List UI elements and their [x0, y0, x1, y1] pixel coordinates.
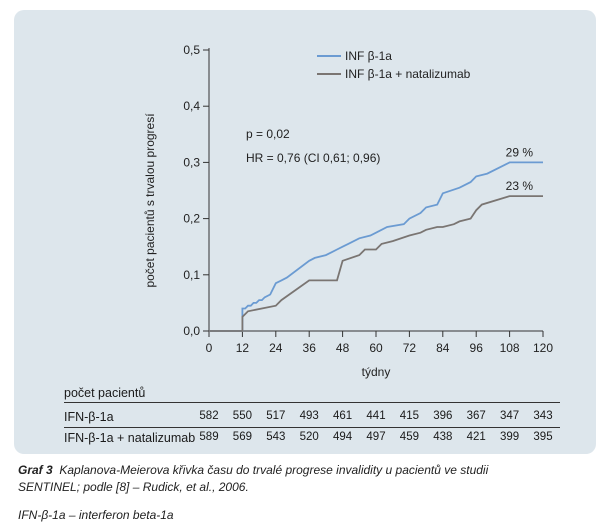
y-tick-label: 0,3 — [183, 155, 200, 169]
hazard-ratio-annotation: HR = 0,76 (CI 0,61; 0,96) — [246, 151, 380, 165]
y-tick-label: 0,0 — [183, 324, 200, 338]
legend-label: INF β-1a + natalizumab — [345, 67, 471, 81]
caption-label: Graf 3 — [18, 463, 53, 477]
abbreviation-note: IFN-β-1a – interferon beta-1a — [18, 508, 174, 522]
x-tick-label: 12 — [236, 341, 250, 355]
x-tick-label: 36 — [303, 341, 317, 355]
patients-count-cell: 367 — [466, 410, 486, 422]
x-tick-label: 72 — [403, 341, 417, 355]
patients-count-cell: 347 — [500, 410, 520, 422]
row-label: IFN-β-1a + natalizumab — [64, 431, 196, 445]
patients-count-cell: 399 — [500, 431, 520, 443]
km-chart: 0,0 0,1 0,2 0,3 0,4 0,5 0 12 24 36 48 60 72 84 96 108 12… — [143, 43, 553, 379]
x-tick-label: 108 — [500, 341, 520, 355]
table-mid-rule — [64, 427, 560, 428]
y-tick-label: 0,5 — [183, 43, 200, 57]
caption-line2: SENTINEL; podle [8] – Rudick, et al., 20… — [18, 480, 249, 494]
x-tick-label: 84 — [436, 341, 450, 355]
patients-count-cell: 396 — [433, 410, 453, 422]
patients-count-cell: 343 — [533, 410, 553, 422]
x-tick-label: 120 — [533, 341, 553, 355]
patients-count-cell: 438 — [433, 431, 453, 443]
patients-count-cell: 461 — [333, 410, 353, 422]
p-value-annotation: p = 0,02 — [246, 127, 290, 141]
x-tick-label: 96 — [470, 341, 484, 355]
patients-count-cell: 494 — [333, 431, 353, 443]
legend-label: INF β-1a — [345, 49, 392, 63]
patients-count-cell: 493 — [299, 410, 319, 422]
table-top-rule — [64, 402, 560, 403]
y-tick-label: 0,4 — [183, 99, 200, 113]
figure-caption: Graf 3 Kaplanova-Meierova křivka času do… — [18, 462, 598, 496]
y-axis-label: počet pacientů s trvalou progresí — [143, 113, 157, 288]
patients-count-cell: 589 — [199, 431, 219, 443]
patients-count-cell: 569 — [232, 431, 252, 443]
series-line-ifn-natalizumab — [209, 195, 543, 332]
x-axis-label: týdny — [362, 365, 391, 379]
patients-count-cell: 395 — [533, 431, 553, 443]
patients-count-cell: 582 — [199, 410, 219, 422]
series-line-ifn — [209, 161, 543, 332]
patients-count-cell: 421 — [466, 431, 486, 443]
row-label: IFN-β-1a — [64, 410, 114, 424]
patients-count-cell: 497 — [366, 431, 386, 443]
patients-row-ifn: IFN-β-1a 582 550 517 493 461 441 415 396 367 347 3… — [64, 410, 584, 430]
patients-count-cell: 517 — [266, 410, 286, 422]
x-tick-label: 24 — [269, 341, 283, 355]
patients-row-ifn-natalizumab: IFN-β-1a + natalizumab 589 569 543 520 494 49… — [64, 431, 584, 451]
patients-count-cell: 520 — [299, 431, 319, 443]
patients-count-cell: 441 — [366, 410, 386, 422]
end-value-label: 29 % — [506, 145, 534, 159]
patients-count-cell: 459 — [399, 431, 419, 443]
patients-count-cell: 415 — [399, 410, 419, 422]
end-value-label: 23 % — [506, 179, 534, 193]
patients-count-cell: 543 — [266, 431, 286, 443]
y-tick-label: 0,1 — [183, 268, 200, 282]
y-tick-label: 0,2 — [183, 212, 200, 226]
patients-count-cell: 550 — [232, 410, 252, 422]
x-tick-label: 48 — [336, 341, 350, 355]
x-tick-label: 60 — [369, 341, 383, 355]
patients-table-title: počet pacientů — [64, 386, 146, 400]
x-tick-label: 0 — [206, 341, 213, 355]
caption-line1: Kaplanova-Meierova křivka času do trvalé… — [59, 463, 489, 477]
figure-panel: 0,0 0,1 0,2 0,3 0,4 0,5 0 12 24 36 48 60 72 84 96 108 12… — [14, 10, 596, 454]
